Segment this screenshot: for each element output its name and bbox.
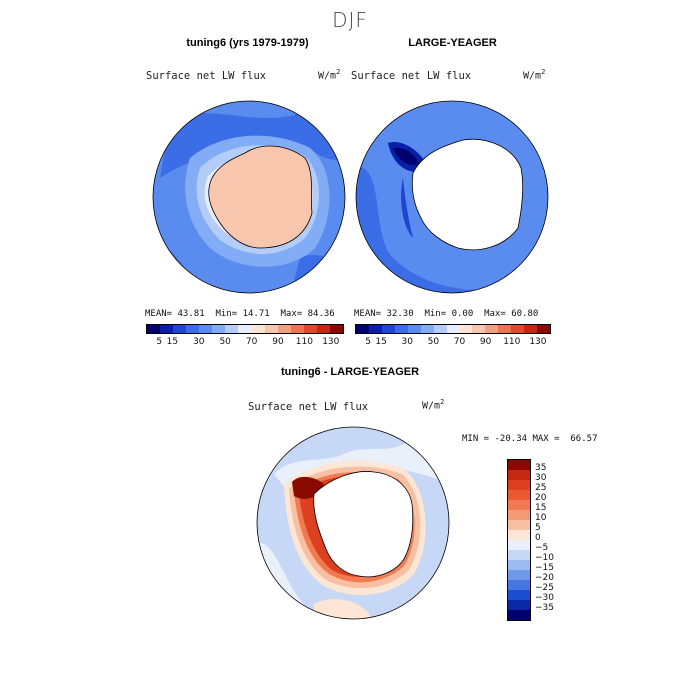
colorbar-left-swatch bbox=[147, 325, 161, 333]
colorbar-diff-swatch bbox=[508, 500, 530, 510]
colorbar-left-swatch bbox=[173, 325, 187, 333]
colorbar-left-swatch bbox=[290, 325, 304, 333]
colorbar-diff bbox=[507, 459, 531, 621]
colorbar-diff-swatch bbox=[508, 540, 530, 550]
colorbar-diff-swatch bbox=[508, 550, 530, 560]
unit-label-left: W/m2 bbox=[318, 68, 341, 82]
polar-map-large-yeager bbox=[355, 100, 549, 294]
colorbar-left-swatch bbox=[160, 325, 174, 333]
variable-label-left: Surface net LW flux bbox=[146, 70, 267, 82]
colorbar-right-swatch bbox=[524, 325, 538, 333]
colorbar-diff-tick-label: 15 bbox=[535, 503, 547, 513]
panel-title-right: LARGE-YEAGER bbox=[408, 37, 497, 49]
colorbar-left-swatch bbox=[186, 325, 200, 333]
stats-left: MEAN= 43.81 Min= 14.71 Max= 84.36 bbox=[145, 309, 335, 319]
colorbar-right-swatch bbox=[498, 325, 512, 333]
colorbar-left-swatch bbox=[277, 325, 291, 333]
colorbar-left-tick-label: 50 bbox=[219, 337, 231, 347]
main-title: DJF bbox=[332, 8, 368, 32]
colorbar-diff-tick-label: 25 bbox=[535, 483, 547, 493]
colorbar-right-swatch bbox=[446, 325, 460, 333]
colorbar-right-swatch bbox=[407, 325, 421, 333]
colorbar-left-swatch bbox=[316, 325, 330, 333]
colorbar-diff-ticks: 35 30 25 20 15 10 5 0 −5 −10 −15 −20 −25 −30 −35 bbox=[535, 459, 575, 621]
colorbar-left-tick-label: 70 bbox=[245, 337, 258, 347]
colorbar-left-tick-label: 30 bbox=[193, 337, 205, 347]
polar-map-tuning6 bbox=[152, 100, 346, 294]
variable-label-diff: Surface net LW flux bbox=[248, 401, 369, 413]
colorbar-right-swatch bbox=[537, 325, 551, 333]
colorbar-diff-swatch bbox=[508, 600, 530, 610]
colorbar-right-swatch bbox=[433, 325, 447, 333]
unit-label-right: W/m2 bbox=[523, 68, 546, 82]
colorbar-diff-swatch bbox=[508, 570, 530, 580]
colorbar-right-swatch bbox=[368, 325, 382, 333]
colorbar-right-swatch bbox=[459, 325, 473, 333]
colorbar-diff-swatch bbox=[508, 510, 530, 520]
colorbar-diff-tick-label: 20 bbox=[535, 493, 547, 503]
colorbar-left-tick-label: 130 bbox=[322, 337, 340, 347]
colorbar-left-swatch bbox=[238, 325, 252, 333]
colorbar-left-swatch bbox=[212, 325, 226, 333]
colorbar-right-swatch bbox=[485, 325, 499, 333]
colorbar-right-swatch bbox=[511, 325, 525, 333]
colorbar-diff-swatch bbox=[508, 530, 530, 540]
colorbar-left-swatch bbox=[251, 325, 265, 333]
colorbar-diff-tick-label: 0 bbox=[535, 533, 541, 543]
colorbar-right-tick-label: 130 bbox=[529, 337, 547, 347]
colorbar-left-tick-label: 15 bbox=[166, 337, 179, 347]
colorbar-right-tick-label: 5 bbox=[365, 337, 371, 347]
colorbar-right-ticks: 5 15 30 50 70 90 110 130 bbox=[355, 337, 551, 349]
colorbar-right bbox=[355, 324, 551, 334]
colorbar-diff-swatch bbox=[508, 480, 530, 490]
colorbar-right-swatch bbox=[394, 325, 408, 333]
colorbar-diff-tick-label: −25 bbox=[535, 583, 554, 593]
colorbar-left-tick-label: 110 bbox=[295, 337, 313, 347]
colorbar-left-swatch bbox=[199, 325, 213, 333]
colorbar-left bbox=[146, 324, 344, 334]
colorbar-diff-swatch bbox=[508, 470, 530, 480]
colorbar-diff-tick-label: −30 bbox=[535, 593, 554, 603]
colorbar-diff-tick-label: −10 bbox=[535, 553, 554, 563]
colorbar-left-swatch bbox=[264, 325, 278, 333]
colorbar-left-swatch bbox=[225, 325, 239, 333]
colorbar-diff-swatch bbox=[508, 490, 530, 500]
colorbar-right-swatch bbox=[472, 325, 486, 333]
colorbar-right-tick-label: 90 bbox=[479, 337, 492, 347]
colorbar-diff-tick-label: 5 bbox=[535, 523, 541, 533]
colorbar-diff-tick-label: −5 bbox=[535, 543, 549, 553]
colorbar-diff-swatch bbox=[508, 520, 530, 530]
colorbar-right-swatch bbox=[356, 325, 369, 333]
colorbar-right-tick-label: 50 bbox=[427, 337, 440, 347]
colorbar-right-swatch bbox=[420, 325, 434, 333]
colorbar-left-swatch bbox=[329, 325, 343, 333]
stats-diff: MIN = -20.34 MAX = 66.57 bbox=[462, 434, 598, 444]
panel-title-diff: tuning6 - LARGE-YEAGER bbox=[280, 366, 420, 378]
stats-right: MEAN= 32.30 Min= 0.00 Max= 60.80 bbox=[354, 309, 539, 319]
colorbar-diff-tick-label: 10 bbox=[535, 513, 547, 523]
colorbar-diff-swatch bbox=[508, 460, 530, 470]
colorbar-right-tick-label: 70 bbox=[453, 337, 466, 347]
colorbar-right-tick-label: 30 bbox=[401, 337, 413, 347]
colorbar-diff-tick-label: −20 bbox=[535, 573, 554, 583]
variable-label-right: Surface net LW flux bbox=[351, 70, 472, 82]
unit-label-diff: W/m2 bbox=[422, 398, 445, 412]
colorbar-left-swatch bbox=[303, 325, 317, 333]
colorbar-diff-tick-label: −15 bbox=[535, 563, 554, 573]
colorbar-right-tick-label: 110 bbox=[503, 337, 521, 347]
colorbar-diff-tick-label: 35 bbox=[535, 463, 547, 473]
colorbar-left-tick-label: 90 bbox=[272, 337, 284, 347]
colorbar-diff-swatch bbox=[508, 580, 530, 590]
colorbar-right-swatch bbox=[381, 325, 395, 333]
colorbar-diff-swatch bbox=[508, 590, 530, 600]
colorbar-diff-swatch bbox=[508, 560, 530, 570]
colorbar-left-tick-label: 5 bbox=[156, 337, 163, 347]
polar-map-difference bbox=[256, 426, 450, 620]
colorbar-diff-tick-label: 30 bbox=[535, 473, 547, 483]
colorbar-right-tick-label: 15 bbox=[375, 337, 387, 347]
panel-title-left: tuning6 (yrs 1979-1979) bbox=[186, 37, 309, 49]
colorbar-diff-tick-label: −35 bbox=[535, 603, 554, 613]
colorbar-left-ticks: 5 15 30 50 70 90 110 130 bbox=[146, 337, 344, 349]
colorbar-diff-swatch bbox=[508, 610, 530, 620]
